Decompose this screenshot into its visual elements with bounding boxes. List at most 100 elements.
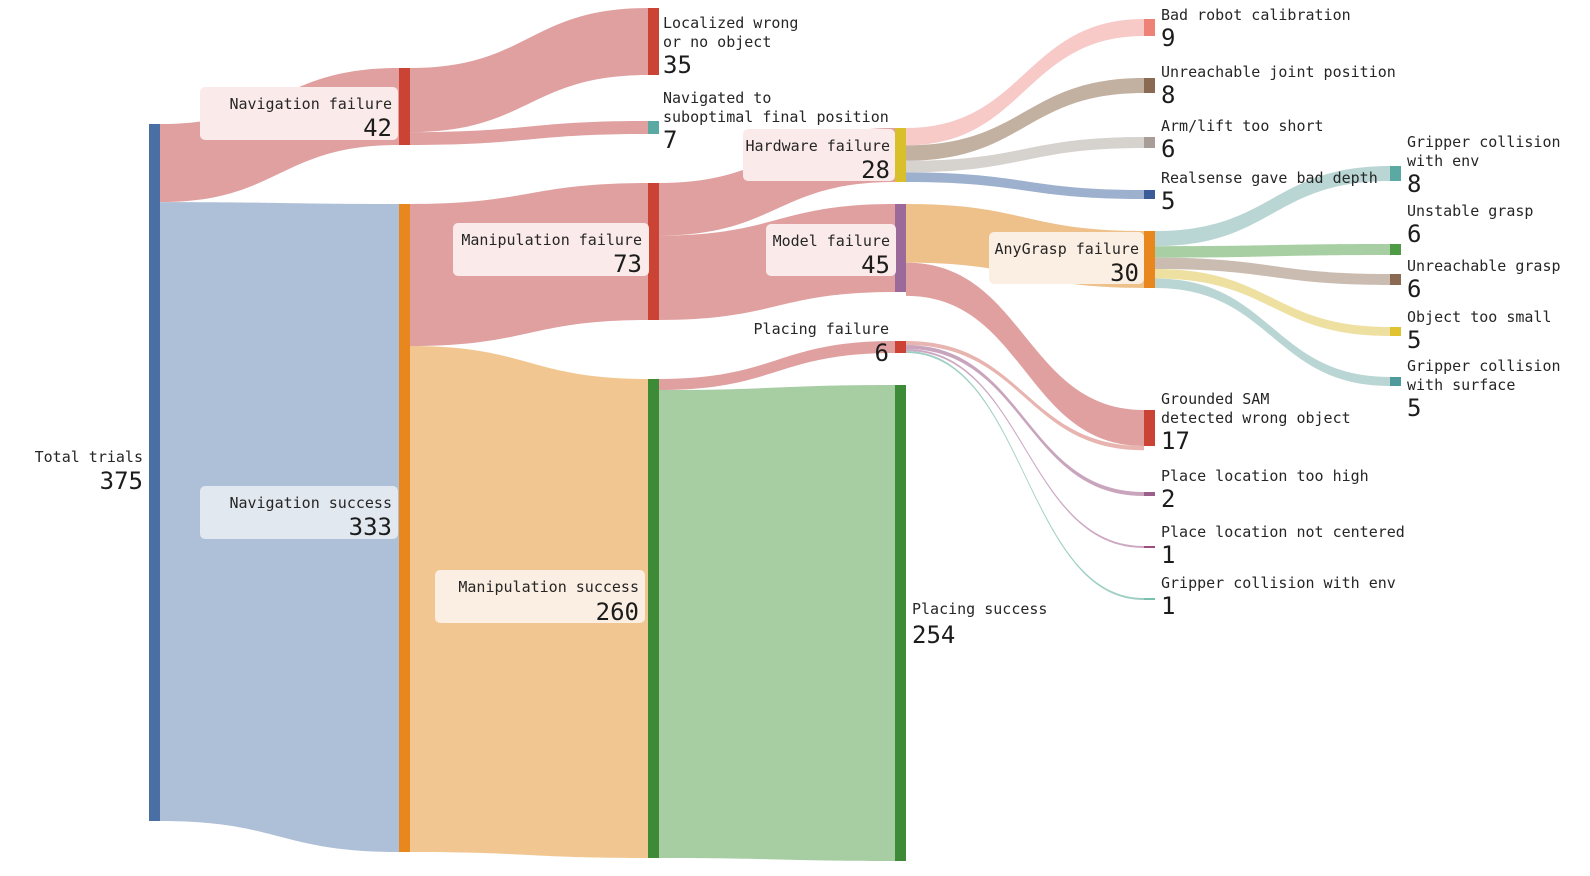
sankey-node-gripper-collision-env[interactable] — [1390, 166, 1401, 181]
sankey-node-gripper-collision-env-p[interactable] — [1144, 598, 1155, 600]
sankey-node-gripper-collision-surf[interactable] — [1390, 377, 1401, 386]
node-label-anygrasp-failure: AnyGrasp failure 30 — [989, 232, 1144, 287]
sankey-link-hardware-failure-to-realsense-bad-depth[interactable] — [906, 172, 1144, 199]
label-total-trials-value: 375 — [100, 467, 143, 495]
sankey-node-hardware-failure[interactable] — [895, 128, 906, 182]
sankey-node-place-not-centered[interactable] — [1144, 546, 1155, 548]
label-place-too-high-value: 2 — [1161, 485, 1175, 513]
sankey-node-navigated-suboptimal[interactable] — [648, 121, 659, 134]
label-bg-anygrasp-failure — [989, 232, 1144, 284]
label-place-not-centered-name: Place location not centered — [1161, 523, 1405, 541]
label-unreachable-joint-value: 8 — [1161, 81, 1175, 109]
sankey-node-realsense-bad-depth[interactable] — [1144, 190, 1155, 199]
sankey-node-localized-wrong[interactable] — [648, 8, 659, 75]
node-label-bad-robot-calibration: Bad robot calibration 9 — [1161, 6, 1351, 52]
sankey-link-placing-failure-to-place-not-centered[interactable] — [906, 349, 1144, 548]
sankey-node-model-failure[interactable] — [895, 204, 906, 292]
sankey-link-placing-failure-to-grounded-sam-wrong[interactable] — [906, 341, 1144, 451]
label-localized-wrong-line2: or no object — [663, 33, 771, 51]
label-gripper-collision-surface-line2: with surface — [1407, 376, 1515, 394]
sankey-node-unreachable-joint[interactable] — [1144, 78, 1155, 93]
node-label-unreachable-joint: Unreachable joint position 8 — [1161, 63, 1396, 109]
node-label-place-too-high: Place location too high 2 — [1161, 467, 1369, 513]
sankey-node-navigation-success[interactable] — [399, 204, 410, 852]
label-gripper-collision-env-placing-value: 1 — [1161, 592, 1175, 620]
sankey-node-anygrasp-failure[interactable] — [1144, 231, 1155, 288]
sankey-link-anygrasp-failure-to-object-too-small[interactable] — [1155, 269, 1390, 336]
sankey-node-manipulation-failure[interactable] — [648, 183, 659, 320]
label-manipulation-failure-value: 73 — [613, 250, 642, 278]
label-navigation-failure-name: Navigation failure — [229, 95, 392, 113]
sankey-node-placing-success[interactable] — [895, 385, 906, 861]
label-manipulation-failure-name: Manipulation failure — [461, 231, 642, 249]
sankey-node-place-too-high[interactable] — [1144, 492, 1155, 496]
sankey-link-manipulation-success-to-placing-failure[interactable] — [659, 341, 895, 391]
node-label-gripper-collision-env: Gripper collision with env 8 — [1407, 133, 1561, 198]
sankey-node-arm-lift-too-short[interactable] — [1144, 137, 1155, 148]
label-arm-lift-too-short-name: Arm/lift too short — [1161, 117, 1324, 135]
label-unreachable-grasp-name: Unreachable grasp — [1407, 257, 1561, 275]
label-model-failure-value: 45 — [861, 251, 890, 279]
label-navigation-failure-value: 42 — [363, 114, 392, 142]
sankey-link-navigation-failure-to-localized-wrong[interactable] — [410, 8, 648, 133]
sankey-link-placing-failure-to-place-too-high[interactable] — [906, 345, 1144, 496]
sankey-node-object-too-small[interactable] — [1390, 327, 1401, 336]
node-label-gripper-collision-env-placing: Gripper collision with env 1 — [1161, 574, 1396, 620]
node-label-place-not-centered: Place location not centered 1 — [1161, 523, 1405, 569]
node-label-manipulation-success: Manipulation success 260 — [435, 570, 645, 626]
sankey-link-placing-failure-to-gripper-collision-env-p[interactable] — [906, 351, 1144, 600]
sankey-node-manipulation-success[interactable] — [648, 379, 659, 858]
sankey-link-hardware-failure-to-bad-robot-calibration[interactable] — [906, 19, 1144, 146]
node-label-navigation-failure: Navigation failure 42 — [200, 87, 398, 142]
label-localized-wrong-value: 35 — [663, 51, 692, 79]
sankey-link-anygrasp-failure-to-unreachable-grasp[interactable] — [1155, 257, 1390, 285]
sankey-link-anygrasp-failure-to-gripper-collision-env[interactable] — [1155, 166, 1390, 247]
node-label-realsense-bad-depth: Realsense gave bad depth 5 — [1161, 169, 1378, 215]
node-label-arm-lift-too-short: Arm/lift too short 6 — [1161, 117, 1324, 163]
label-bad-robot-calibration-name: Bad robot calibration — [1161, 6, 1351, 24]
label-bg-hardware-failure — [743, 129, 895, 181]
label-placing-success-value: 254 — [912, 621, 955, 649]
label-realsense-bad-depth-name: Realsense gave bad depth — [1161, 169, 1378, 187]
sankey-link-anygrasp-failure-to-gripper-collision-surf[interactable] — [1155, 278, 1390, 387]
sankey-link-anygrasp-failure-to-unstable-grasp[interactable] — [1155, 244, 1390, 258]
sankey-nodes-group — [149, 8, 1401, 861]
node-label-object-too-small: Object too small 5 — [1407, 308, 1552, 354]
sankey-node-unreachable-grasp[interactable] — [1390, 274, 1401, 285]
sankey-node-bad-robot-calibration[interactable] — [1144, 19, 1155, 36]
label-manipulation-success-value: 260 — [596, 598, 639, 626]
sankey-node-navigation-failure[interactable] — [399, 68, 410, 145]
sankey-node-unstable-grasp[interactable] — [1390, 244, 1401, 255]
label-gripper-collision-env-line1: Gripper collision — [1407, 133, 1561, 151]
label-navigated-suboptimal-value: 7 — [663, 126, 677, 154]
label-realsense-bad-depth-value: 5 — [1161, 187, 1175, 215]
label-unstable-grasp-name: Unstable grasp — [1407, 202, 1533, 220]
sankey-labels-group: Total trials 375 Navigation failure 42 N… — [35, 6, 1561, 649]
node-label-navigated-suboptimal: Navigated to suboptimal final position 7 — [663, 89, 889, 154]
sankey-link-manipulation-success-to-placing-success[interactable] — [659, 385, 895, 861]
label-grounded-sam-line1: Grounded SAM — [1161, 390, 1269, 408]
node-label-manipulation-failure: Manipulation failure 73 — [453, 223, 649, 278]
label-bad-robot-calibration-value: 9 — [1161, 24, 1175, 52]
label-placing-failure-value: 6 — [875, 339, 889, 367]
label-anygrasp-failure-value: 30 — [1110, 259, 1139, 287]
label-unstable-grasp-value: 6 — [1407, 220, 1421, 248]
label-gripper-collision-surface-value: 5 — [1407, 394, 1421, 422]
label-bg-navigation-success — [200, 486, 398, 539]
sankey-node-grounded-sam-wrong[interactable] — [1144, 410, 1155, 446]
node-label-placing-failure: Placing failure 6 — [754, 320, 889, 367]
sankey-link-hardware-failure-to-unreachable-joint[interactable] — [906, 78, 1144, 161]
sankey-node-placing-failure[interactable] — [895, 341, 906, 353]
node-label-localized-wrong: Localized wrong or no object 35 — [663, 14, 798, 79]
node-label-grounded-sam-wrong: Grounded SAM detected wrong object 17 — [1161, 390, 1351, 455]
sankey-node-total-trials[interactable] — [149, 124, 160, 821]
label-placing-success-name: Placing success — [912, 600, 1047, 618]
sankey-link-model-failure-to-grounded-sam-wrong[interactable] — [906, 262, 1144, 446]
sankey-link-navigation-failure-to-navigated-suboptimal[interactable] — [410, 121, 648, 145]
label-gripper-collision-env-value: 8 — [1407, 170, 1421, 198]
label-object-too-small-value: 5 — [1407, 326, 1421, 354]
label-unreachable-grasp-value: 6 — [1407, 275, 1421, 303]
sankey-link-hardware-failure-to-arm-lift-too-short[interactable] — [906, 137, 1144, 173]
node-label-gripper-collision-surface: Gripper collision with surface 5 — [1407, 357, 1561, 422]
